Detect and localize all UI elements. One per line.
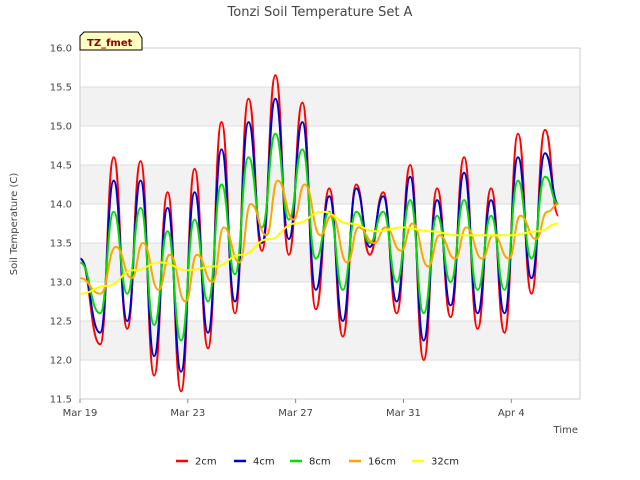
legend-label-2cm: 2cm bbox=[195, 457, 217, 468]
x-tick-label: Mar 31 bbox=[386, 408, 421, 419]
y-tick-label: 13.0 bbox=[50, 278, 72, 289]
y-tick-label: 11.5 bbox=[50, 395, 72, 406]
y-tick-label: 15.5 bbox=[50, 83, 72, 94]
plot-frame bbox=[79, 47, 581, 400]
plot-band bbox=[80, 204, 580, 243]
plot-band bbox=[80, 321, 580, 360]
series-line-32cm bbox=[79, 210, 559, 295]
annotation-label: TZ_fmet bbox=[87, 38, 133, 49]
x-tick-label: Mar 27 bbox=[278, 408, 313, 419]
legend-label-16cm: 16cm bbox=[368, 457, 396, 468]
x-tick-label: Mar 23 bbox=[170, 408, 205, 419]
plot-background bbox=[80, 48, 580, 399]
y-tick-label: 14.0 bbox=[50, 200, 72, 211]
y-tick-label: 16.0 bbox=[50, 44, 72, 55]
legend-label-4cm: 4cm bbox=[253, 457, 275, 468]
x-axis: Mar 19 Mar 23 Mar 27 Mar 31 Apr 4 bbox=[63, 399, 525, 419]
series-line-16cm bbox=[79, 179, 559, 303]
y-tick-label: 14.5 bbox=[50, 161, 72, 172]
y-tick-label: 12.0 bbox=[50, 356, 72, 367]
y-tick-label: 15.0 bbox=[50, 122, 72, 133]
legend-label-32cm: 32cm bbox=[431, 457, 459, 468]
plot-band bbox=[80, 48, 580, 87]
x-tick-label: Apr 4 bbox=[498, 408, 525, 419]
plot-band bbox=[80, 126, 580, 165]
annotation-box: TZ_fmet bbox=[79, 31, 143, 51]
y-tick-label: 13.5 bbox=[50, 239, 72, 250]
legend-label-8cm: 8cm bbox=[309, 457, 331, 468]
y-tick-label: 12.5 bbox=[50, 317, 72, 328]
series-group bbox=[79, 74, 560, 393]
plot-band bbox=[80, 360, 580, 399]
y-axis-label: Soil Temperature (C) bbox=[9, 173, 20, 276]
chart-title: Tonzi Soil Temperature Set A bbox=[227, 5, 413, 20]
series-line-4cm bbox=[79, 97, 560, 373]
y-axis: 11.5 12.0 12.5 13.0 13.5 14.0 14.5 15.0 15.5 16.0 bbox=[50, 44, 72, 406]
series-line-8cm bbox=[79, 132, 559, 342]
plot-band bbox=[80, 282, 580, 321]
legend: 2cm 4cm 8cm 16cm 32cm bbox=[176, 457, 459, 468]
x-axis-label: Time bbox=[553, 425, 578, 436]
plot-band bbox=[80, 87, 580, 126]
x-tick-label: Mar 19 bbox=[63, 408, 98, 419]
